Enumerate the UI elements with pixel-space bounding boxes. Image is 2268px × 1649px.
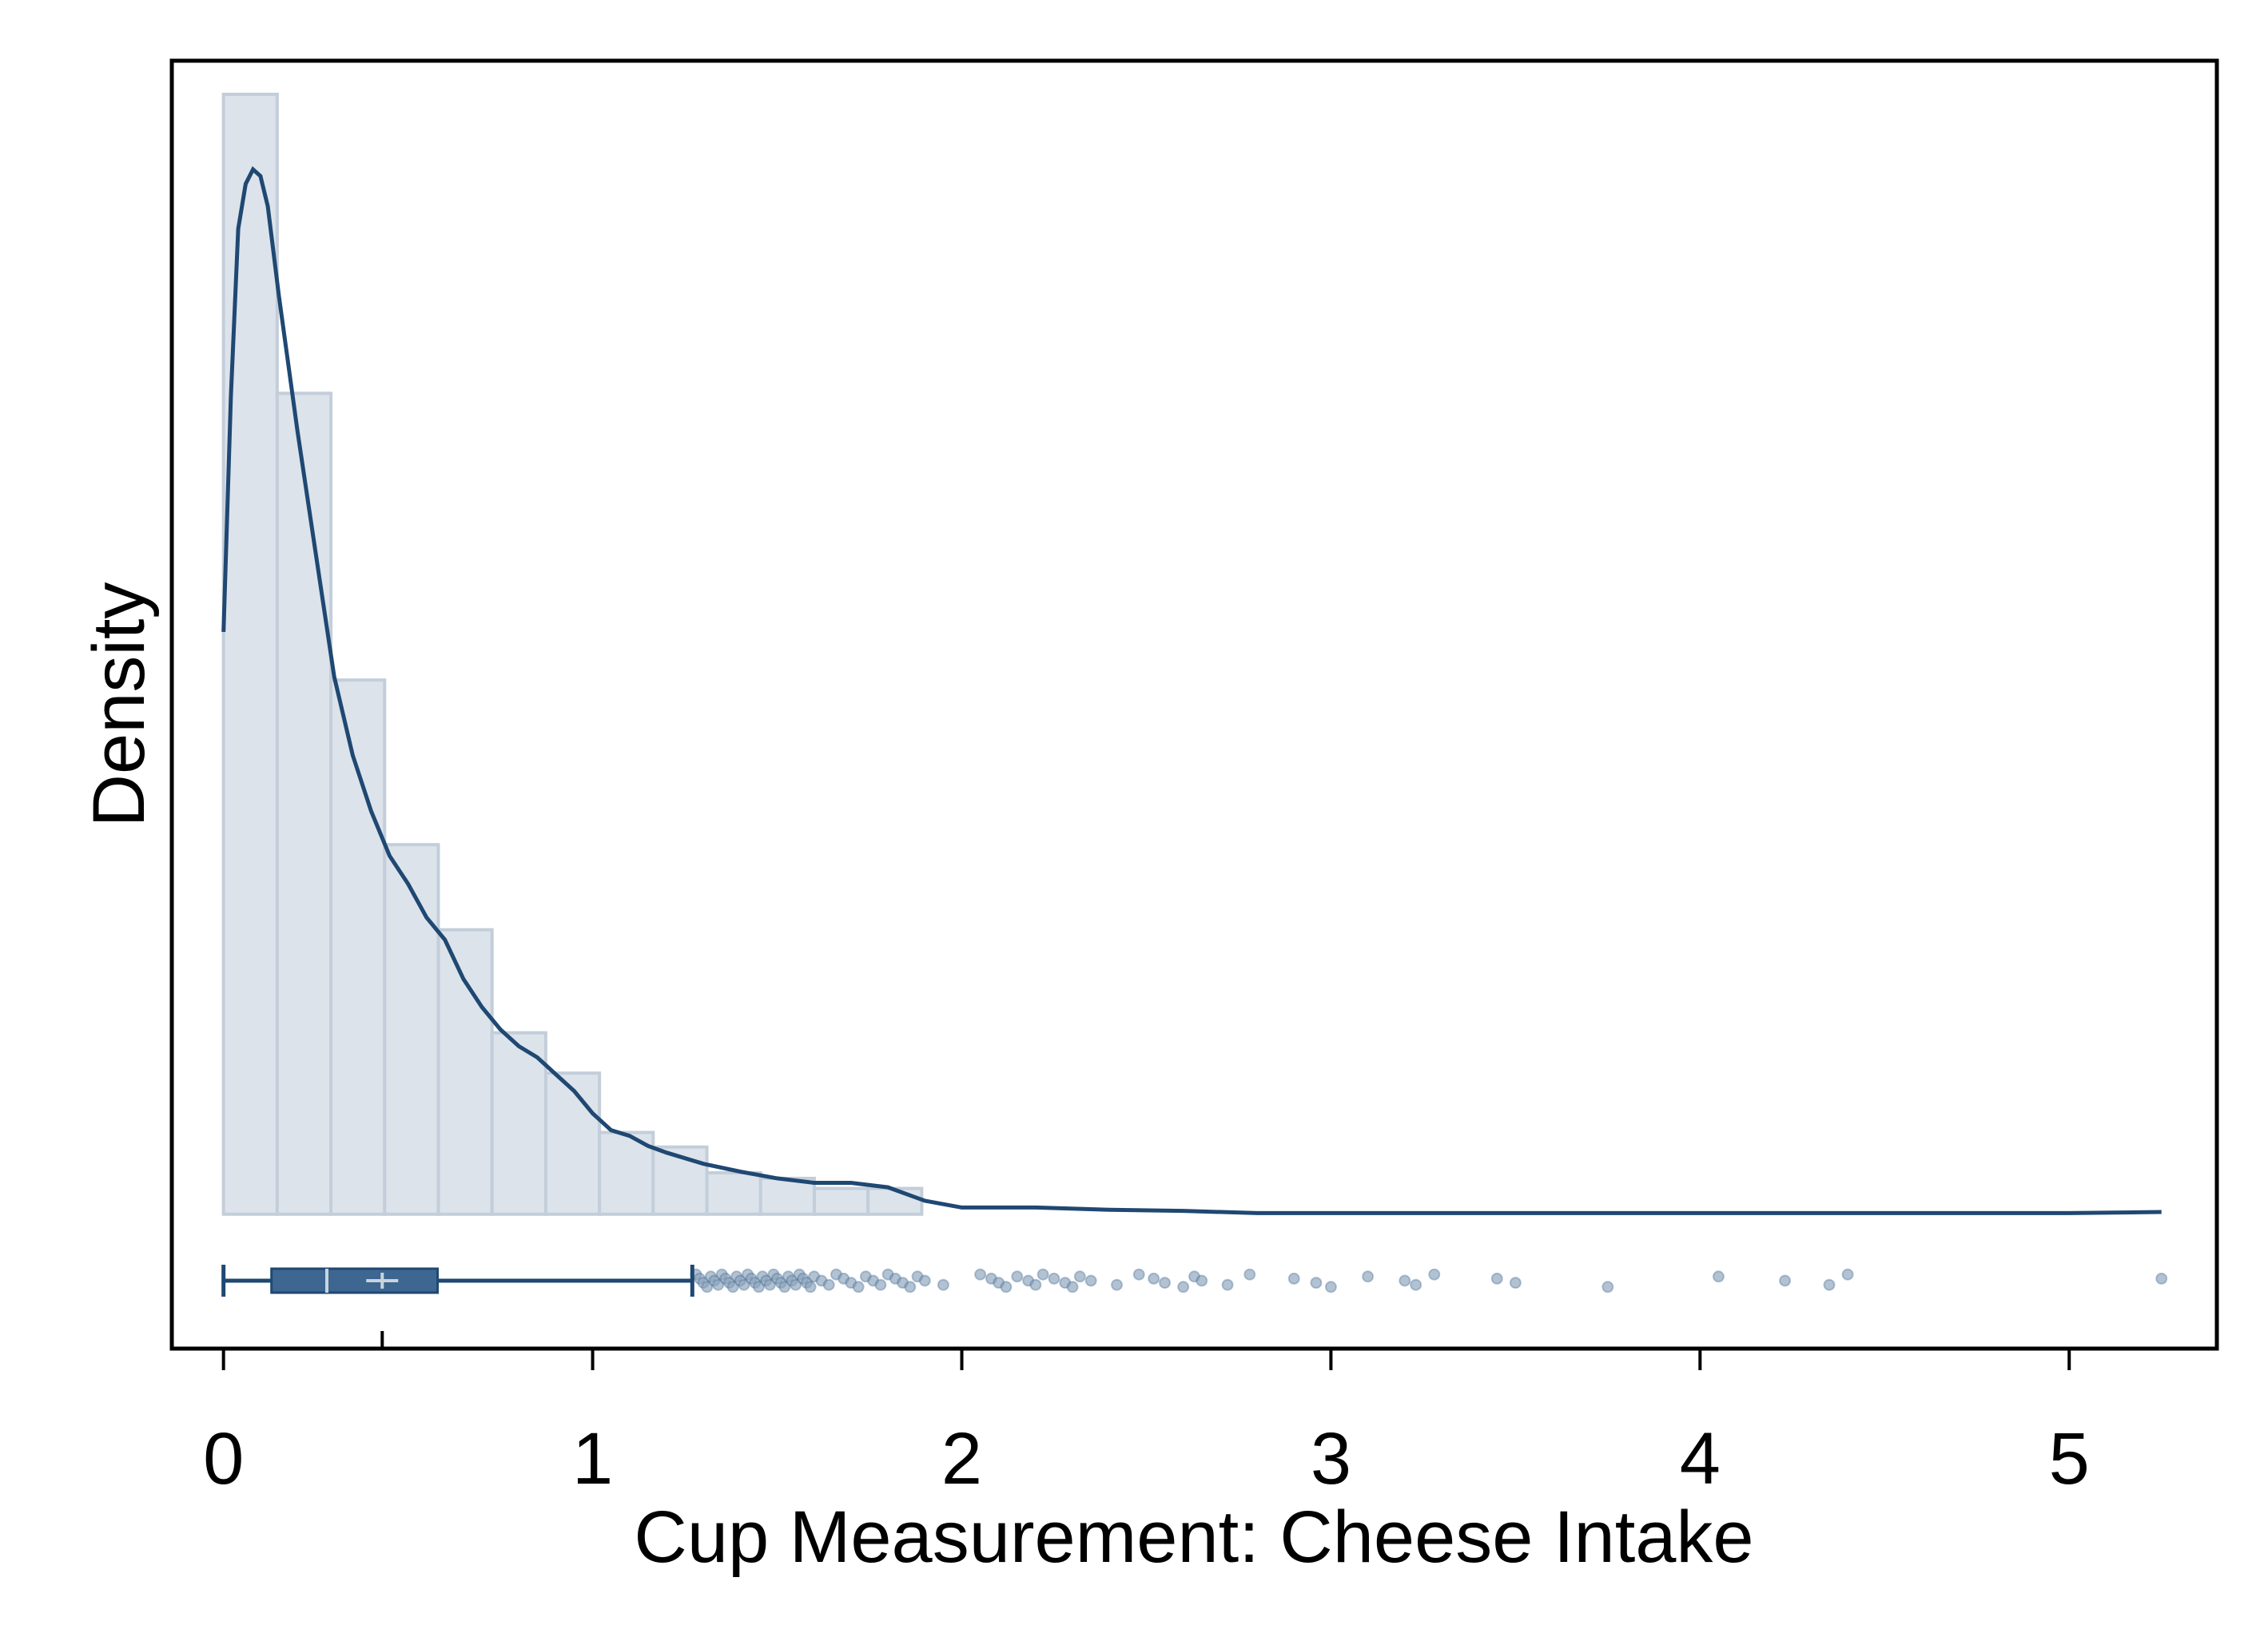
outlier-point — [1287, 1272, 1300, 1285]
outlier-point — [1073, 1270, 1086, 1283]
histogram-bar — [812, 1186, 870, 1216]
outlier-point — [1011, 1270, 1024, 1283]
outlier-point — [918, 1274, 931, 1287]
outlier-point — [778, 1281, 791, 1293]
outlier-point — [1243, 1268, 1256, 1281]
outlier-point — [1196, 1274, 1208, 1287]
x-tick-label: 1 — [572, 1418, 613, 1500]
outlier-point — [1159, 1277, 1172, 1289]
plot-frame — [169, 58, 2219, 1351]
histogram-bar — [758, 1176, 816, 1216]
outlier-point — [1310, 1277, 1323, 1289]
outlier-point — [752, 1281, 765, 1293]
x-tick-label: 4 — [1680, 1418, 1721, 1500]
outlier-point — [726, 1281, 739, 1293]
x-tick-label: 0 — [203, 1418, 244, 1500]
histogram-bar — [866, 1186, 924, 1216]
outlier-point — [1132, 1268, 1145, 1281]
outlier-point — [1148, 1272, 1160, 1285]
histogram-bar — [221, 93, 279, 1216]
outlier-point — [1841, 1268, 1854, 1281]
outlier-point — [1428, 1268, 1441, 1281]
outlier-point — [1084, 1274, 1097, 1287]
x-axis-label: Cup Measurement: Cheese Intake — [634, 1496, 1753, 1578]
histogram-bar — [329, 678, 387, 1216]
histogram-bars — [221, 93, 924, 1216]
outlier-point — [1779, 1274, 1792, 1287]
x-axis: 0 1 2 3 4 5 — [203, 1349, 2090, 1500]
outlier-point — [1000, 1281, 1013, 1293]
outlier-point — [1602, 1281, 1614, 1293]
histogram-bar — [543, 1071, 602, 1216]
outlier-point — [1048, 1272, 1060, 1285]
boxplot — [221, 1265, 2168, 1349]
outlier-point — [874, 1278, 887, 1291]
outlier-point — [790, 1278, 802, 1291]
outlier-point — [1362, 1270, 1375, 1283]
box-iqr — [270, 1267, 440, 1294]
outlier-point — [804, 1281, 817, 1293]
histogram-bar — [275, 391, 333, 1216]
density-curve — [221, 165, 2162, 1215]
outlier-point — [1712, 1270, 1725, 1283]
outlier-point — [1029, 1278, 1042, 1291]
histogram-bar — [436, 928, 494, 1216]
outlier-point — [763, 1278, 776, 1291]
x-tick-label: 2 — [941, 1418, 982, 1500]
outlier-point — [701, 1281, 714, 1293]
outlier-point — [904, 1281, 917, 1293]
outlier-point — [1410, 1278, 1422, 1291]
outlier-point — [712, 1278, 725, 1291]
outlier-point — [974, 1268, 987, 1281]
outlier-point — [1177, 1281, 1190, 1293]
histogram-bar — [383, 843, 440, 1216]
outlier-point — [937, 1278, 949, 1291]
outlier-point — [822, 1278, 835, 1291]
outlier-point — [1221, 1278, 1234, 1291]
histogram-bar — [490, 1031, 547, 1216]
outlier-point — [1324, 1281, 1337, 1293]
outlier-point — [1509, 1277, 1522, 1289]
outlier-point — [1066, 1281, 1079, 1293]
outlier-point — [1037, 1268, 1049, 1281]
x-tick-label: 5 — [2049, 1418, 2090, 1500]
outlier-point — [1490, 1272, 1503, 1285]
outlier-point — [738, 1278, 750, 1291]
histogram-bar — [705, 1170, 762, 1216]
x-tick-label: 3 — [1311, 1418, 1351, 1500]
outlier-point — [852, 1281, 865, 1293]
outlier-point — [1823, 1278, 1836, 1291]
outlier-point — [2155, 1272, 2168, 1285]
outlier-point — [1399, 1274, 1411, 1287]
outlier-point — [1110, 1278, 1123, 1291]
y-axis-label: Density — [78, 582, 160, 828]
